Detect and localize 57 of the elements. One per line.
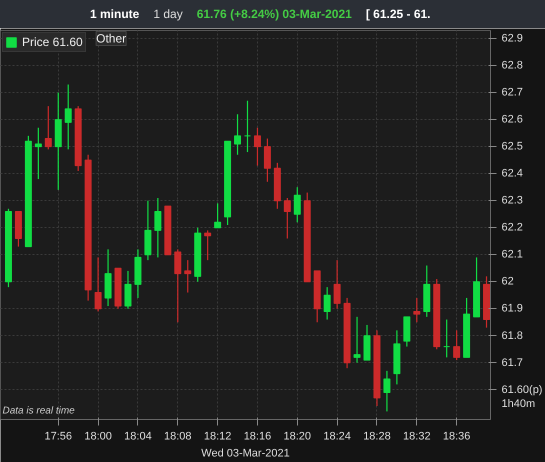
candlestick [413,297,420,323]
y-tick-label: 61.8 [502,330,523,342]
candlestick [124,270,132,310]
candlestick [234,114,242,156]
y-tick-label: 62 [502,276,514,288]
text: 61.76 (+8.24%) 03-Mar-2021 [196,7,352,21]
y-tick-label: 62.1 [502,248,523,261]
text: [ 61.25 - 61. [366,7,431,21]
x-tick-label: 18:00 [84,430,112,442]
candlestick [334,260,341,310]
candlestick [204,230,212,261]
x-tick-label: 18:36 [442,430,470,442]
text: 1 day [153,7,183,21]
y-tick-label: 61.7 [502,356,523,369]
candlestick [354,316,361,364]
x-tick-label: 17:56 [44,430,72,442]
candlestick [264,138,271,182]
candlestick [184,260,192,294]
candlestick [254,127,261,166]
y-tick-label: 62.2 [502,222,523,234]
y-tick-label: 61.9 [502,302,523,315]
x-tick-label: 18:24 [323,430,351,442]
y-tick-label: 62.8 [502,60,523,72]
y-tick-label: 62.3 [502,194,523,207]
y-tick-label: 62.5 [502,140,523,153]
y-tick-label: 62.6 [502,114,523,126]
candlestick [174,248,182,323]
x-tick-label: 18:08 [164,430,192,442]
text: 1 minute [90,7,140,21]
candlestick [453,330,460,361]
annotation: Other [96,32,126,46]
candlestick [34,127,42,180]
x-tick-label: 18:12 [204,430,232,442]
candlestick [94,256,102,312]
x-tick-label: 18:04 [124,430,152,442]
candlestick [244,100,251,153]
y-tick-label: 62.7 [502,86,523,99]
candlestick [154,197,162,258]
candlestick [324,286,331,320]
candlestick [383,370,390,412]
legend-label: Price 61.60 [22,35,83,49]
y-tick-label: 62.4 [502,168,523,180]
candlestick [284,197,291,240]
y-tick-label: 62.9 [502,32,523,45]
candlestick [443,318,450,358]
candlestick [64,84,72,150]
x-axis-title: Wed 03-Mar-2021 [201,448,290,460]
annotation: Data is real time [2,406,76,416]
x-tick-label: 18:32 [403,430,431,442]
candlestick [214,202,222,228]
x-tick-label: 18:20 [284,430,312,442]
y-tick-label: 61.60(p) [502,384,542,396]
candlestick [294,186,301,223]
candlestick [44,106,52,150]
x-tick-label: 18:28 [363,430,391,442]
x-tick-label: 18:16 [244,430,272,442]
text: 1h40m [502,398,536,410]
